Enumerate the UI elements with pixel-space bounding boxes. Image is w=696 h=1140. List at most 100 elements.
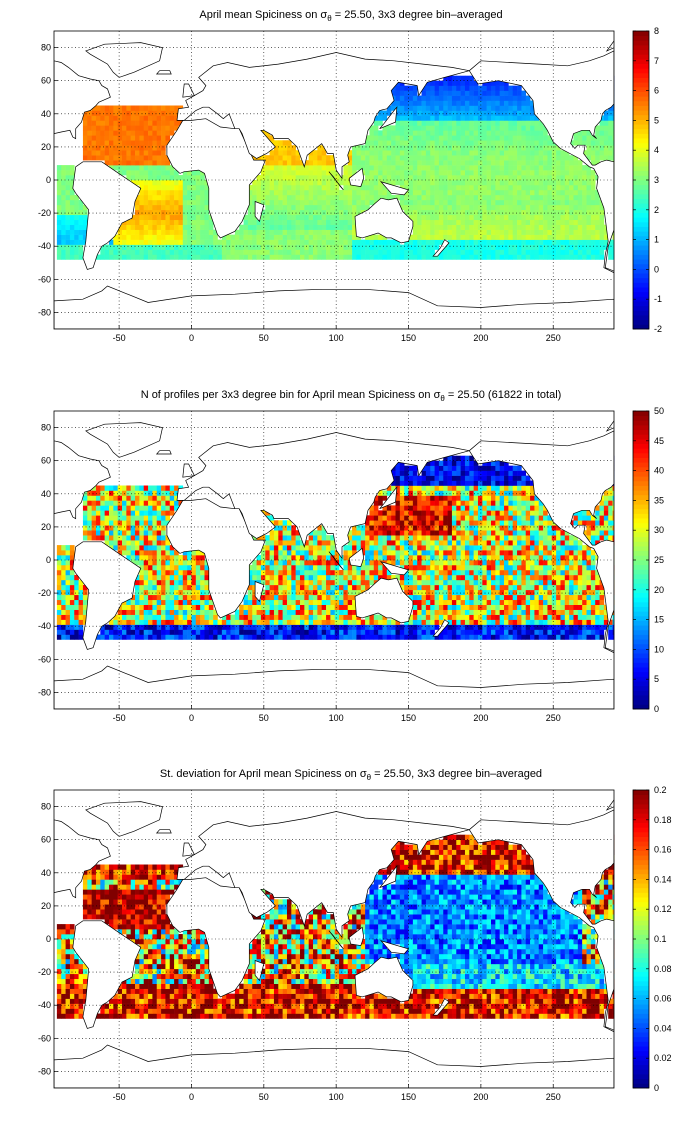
data-cell	[291, 214, 296, 221]
data-cell	[269, 254, 275, 260]
data-cell	[434, 170, 440, 176]
data-cell	[61, 209, 66, 216]
data-cell	[321, 165, 327, 171]
data-cell	[603, 609, 609, 615]
data-cell	[434, 574, 440, 581]
data-cell	[504, 224, 509, 230]
data-cell	[56, 594, 62, 601]
data-cell	[161, 165, 166, 171]
data-cell	[543, 614, 548, 620]
data-cell	[182, 199, 188, 206]
data-cell	[187, 569, 192, 576]
data-cell	[61, 574, 66, 581]
data-cell	[477, 115, 483, 121]
data-cell	[130, 634, 136, 640]
data-cell	[577, 599, 583, 605]
data-cell	[590, 599, 596, 605]
data-cell	[321, 155, 327, 161]
data-cell	[304, 249, 309, 255]
data-cell	[347, 224, 353, 230]
data-cell	[582, 150, 587, 156]
data-cell	[599, 224, 605, 230]
data-cell	[65, 589, 71, 596]
data-cell	[148, 160, 153, 166]
data-cell	[299, 160, 305, 166]
data-cell	[56, 165, 62, 171]
data-cell	[230, 239, 236, 245]
data-cell	[560, 589, 566, 596]
data-cell	[156, 234, 162, 240]
data-cell	[590, 204, 596, 211]
data-cell	[169, 244, 175, 250]
data-cell	[499, 90, 505, 96]
data-cell	[178, 579, 184, 586]
data-cell	[143, 594, 149, 601]
data-cell	[495, 115, 500, 121]
data-cell	[174, 239, 179, 245]
data-cell	[247, 589, 253, 596]
data-cell	[569, 199, 574, 206]
data-cell	[174, 214, 179, 221]
data-cell	[521, 175, 527, 181]
data-cell	[82, 614, 88, 620]
data-cell	[260, 629, 266, 635]
data-cell	[304, 624, 309, 630]
data-cell	[560, 569, 566, 576]
data-cell	[82, 619, 88, 625]
data-cell	[113, 619, 118, 625]
data-cell	[139, 160, 145, 166]
data-cell	[386, 110, 392, 116]
data-cell	[586, 579, 592, 586]
data-cell	[573, 249, 579, 255]
data-cell	[339, 609, 344, 615]
data-cell	[495, 130, 500, 136]
data-cell	[438, 90, 444, 96]
data-cell	[460, 234, 466, 240]
data-cell	[573, 589, 579, 596]
data-cell	[486, 244, 492, 250]
data-cell	[551, 569, 557, 576]
data-cell	[517, 219, 522, 225]
data-cell	[590, 224, 596, 230]
data-cell	[530, 150, 535, 156]
data-cell	[482, 619, 487, 625]
data-cell	[434, 189, 440, 196]
data-cell	[473, 569, 479, 576]
data-cell	[595, 189, 600, 196]
data-cell	[308, 249, 314, 255]
data-cell	[408, 214, 414, 221]
data-cell	[547, 219, 553, 225]
data-cell	[599, 604, 605, 610]
data-cell	[291, 254, 296, 260]
data-cell	[430, 589, 435, 596]
data-cell	[599, 234, 605, 240]
data-cell	[347, 204, 353, 211]
data-cell	[282, 175, 288, 181]
data-cell	[169, 199, 175, 206]
data-cell	[408, 170, 414, 176]
data-cell	[352, 624, 357, 630]
data-cell	[386, 160, 392, 166]
data-cell	[551, 629, 557, 635]
data-cell	[469, 579, 474, 586]
data-cell	[451, 199, 457, 206]
data-cell	[326, 224, 331, 230]
data-cell	[369, 184, 375, 191]
data-cell	[200, 254, 205, 260]
data-cell	[352, 629, 357, 635]
data-cell	[464, 160, 470, 166]
data-cell	[534, 584, 540, 591]
data-cell	[438, 194, 444, 201]
data-cell	[425, 629, 431, 635]
data-cell	[161, 105, 166, 111]
data-cell	[143, 589, 149, 596]
data-cell	[243, 229, 249, 235]
data-cell	[269, 229, 275, 235]
data-cell	[582, 604, 587, 610]
colorbar-segment	[633, 156, 649, 162]
data-cell	[504, 629, 509, 635]
data-cell	[191, 619, 197, 625]
data-cell	[74, 599, 79, 605]
data-cell	[504, 120, 509, 126]
data-cell	[234, 239, 240, 245]
